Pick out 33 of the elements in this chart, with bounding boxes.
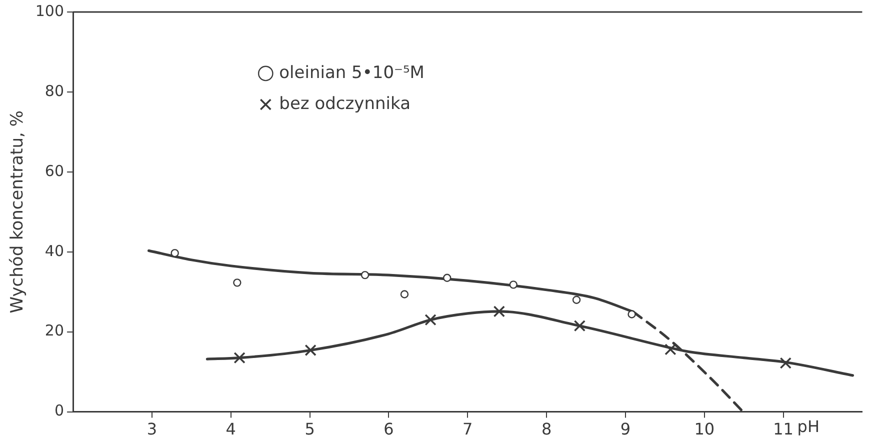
x-tick-label: 9	[620, 420, 631, 439]
x-tick-label: 4	[226, 420, 236, 439]
x-tick-label: 5	[304, 420, 315, 439]
point	[509, 280, 518, 289]
legend-label: bez odczynnika	[279, 94, 410, 114]
point	[400, 290, 409, 298]
x-tick-label: 6	[384, 420, 394, 439]
point	[572, 296, 581, 304]
y-tick-label: 80	[44, 82, 64, 100]
point	[574, 320, 586, 332]
point	[234, 352, 246, 364]
x-tick-label: 8	[541, 420, 552, 439]
x-tick-label: 3	[146, 420, 158, 439]
point	[493, 306, 506, 318]
point	[360, 270, 370, 280]
y-tick-label: 0	[54, 402, 64, 420]
y-tick-label: 60	[44, 162, 64, 180]
point	[424, 314, 436, 326]
y-tick-label: 20	[44, 322, 64, 340]
x-axis-title: pH	[797, 416, 820, 436]
y-tick-label: 40	[44, 242, 64, 260]
point	[442, 274, 452, 282]
x-tick-label: 10	[694, 420, 715, 439]
x-tick-label: 7	[462, 420, 473, 439]
point	[628, 310, 636, 318]
point	[664, 344, 676, 356]
y-tick-label: 100	[35, 2, 64, 20]
point	[304, 344, 316, 356]
x-tick-label: 11	[773, 420, 794, 439]
legend-label: oleinian 5•10⁻⁵M	[279, 62, 424, 83]
point	[233, 278, 242, 287]
y-axis-title: Wychód koncentratu, %	[8, 110, 28, 314]
point	[780, 357, 792, 369]
